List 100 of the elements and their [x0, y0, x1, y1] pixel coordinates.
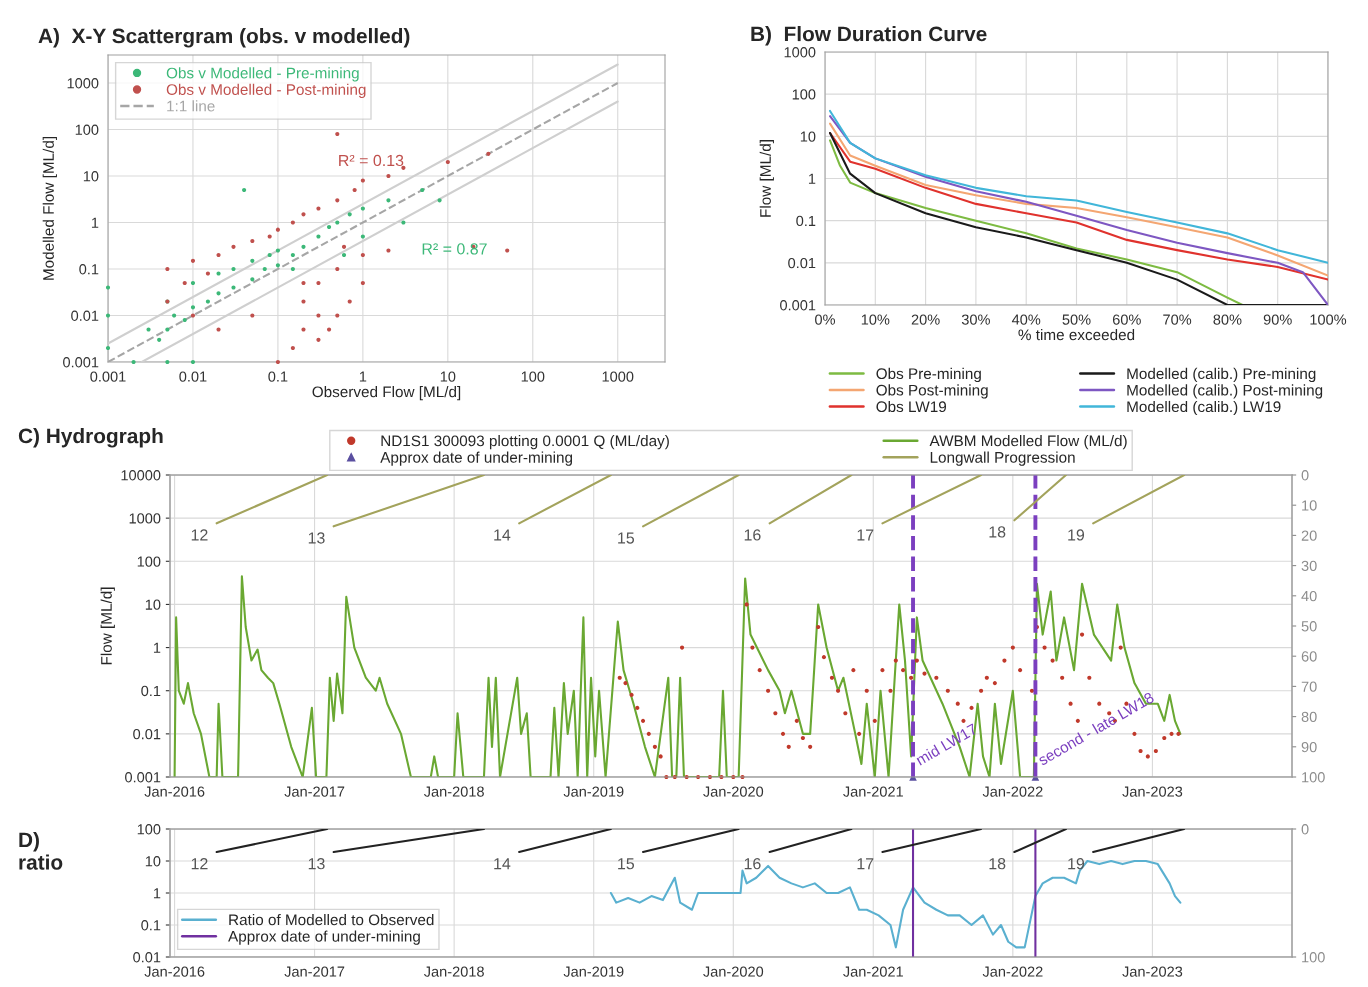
- legend-label: Modelled (calib.) Post-mining: [1127, 384, 1323, 399]
- annotation: R² = 0.13: [339, 154, 404, 167]
- x-tick-label: 10: [440, 371, 456, 382]
- x-tick-label: 40%: [1011, 314, 1041, 325]
- y-tick-label: 1: [153, 642, 161, 653]
- x-tick-label: Jan-2018: [423, 966, 484, 977]
- x-tick-label: Jan-2023: [1122, 786, 1183, 797]
- chart-title: A) X-Y Scattergram (obs. v modelled): [38, 28, 410, 48]
- y-tick-label: 100: [792, 89, 816, 100]
- y-axis-title: Flow [ML/d]: [759, 140, 774, 217]
- y2-tick-label: 60: [1301, 651, 1317, 662]
- y-tick-label: 100: [137, 556, 161, 567]
- x-tick-label: 90%: [1263, 314, 1292, 325]
- annotation: R² = 0.87: [422, 243, 487, 255]
- y2-tick-label: 40: [1301, 590, 1317, 602]
- y-tick-label: 10: [800, 131, 816, 142]
- legend-label: Modelled (calib.) LW19: [1127, 400, 1281, 416]
- legend-label: Approx date of under-mining: [228, 930, 420, 945]
- x-tick-label: 10%: [861, 314, 890, 325]
- x-tick-label: Jan-2020: [703, 966, 764, 977]
- x-tick-label: 70%: [1163, 314, 1192, 325]
- y2-tick-label: 80: [1301, 711, 1317, 723]
- x-axis-title: % time exceeded: [1018, 329, 1135, 341]
- x-tick-label: 1: [359, 371, 367, 382]
- x-tick-label: 0.01: [179, 371, 207, 382]
- x-tick-label: 20%: [911, 314, 940, 325]
- x-tick-label: 0%: [815, 314, 836, 325]
- annotation: 17: [857, 858, 874, 870]
- x-tick-label: Jan-2022: [982, 786, 1043, 797]
- y-tick-label: 1000: [67, 78, 99, 89]
- y2-tick-label: 20: [1301, 530, 1317, 541]
- y-tick-label: 0.01: [788, 257, 816, 269]
- legend-label: Modelled (calib.) Pre-mining: [1127, 367, 1316, 383]
- chart-title: C) Hydrograph: [18, 428, 163, 448]
- annotation: 18: [989, 858, 1006, 870]
- x-axis-title: Observed Flow [ML/d]: [312, 386, 461, 401]
- annotation: 16: [744, 858, 761, 870]
- legend-label: Obs Post-mining: [876, 384, 988, 399]
- y-tick-label: 100: [75, 124, 99, 135]
- annotation: 13: [308, 858, 325, 870]
- annotation: 13: [308, 532, 325, 544]
- annotation: 16: [744, 529, 761, 541]
- x-tick-label: Jan-2021: [843, 786, 903, 797]
- x-tick-label: Jan-2016: [144, 966, 205, 977]
- annotation: 19: [1068, 858, 1085, 870]
- y-tick-label: 0.01: [133, 728, 161, 740]
- legend-label: 1:1 line: [167, 100, 215, 112]
- y-tick-label: 10: [145, 856, 161, 867]
- y2-tick-label: 90: [1301, 741, 1317, 753]
- x-tick-label: Jan-2016: [144, 786, 205, 797]
- x-tick-label: Jan-2023: [1122, 966, 1183, 977]
- x-tick-label: 0.001: [90, 371, 126, 382]
- y-tick-label: 1: [91, 217, 99, 228]
- y-tick-label: 0.1: [141, 920, 161, 931]
- annotation: 12: [191, 529, 208, 541]
- annotation: 14: [494, 529, 511, 541]
- y-tick-label: 0.01: [133, 952, 161, 963]
- y2-tick-label: 30: [1301, 560, 1317, 572]
- chart-title: B) Flow Duration Curve: [751, 26, 987, 46]
- y-axis-title: Modelled Flow [ML/d]: [42, 136, 57, 280]
- y2-tick-label: 100: [1302, 772, 1325, 783]
- y-tick-label: 10: [83, 171, 99, 182]
- x-tick-label: Jan-2018: [423, 786, 484, 797]
- y-tick-label: 100: [137, 824, 161, 835]
- y-tick-label: 10: [145, 599, 161, 610]
- legend-label: Approx date of under-mining: [380, 451, 573, 466]
- y-tick-label: 0.1: [79, 264, 99, 275]
- x-tick-label: 1000: [602, 371, 634, 382]
- legend-label: AWBM Modelled Flow (ML/d): [929, 435, 1127, 450]
- x-tick-label: 100%: [1310, 314, 1347, 325]
- annotation: 14: [494, 858, 511, 870]
- x-tick-label: 0.1: [268, 371, 288, 382]
- annotation: 18: [989, 526, 1006, 538]
- x-tick-label: 100: [521, 371, 545, 382]
- legend-label: Obs Pre-mining: [876, 367, 981, 383]
- x-tick-label: Jan-2019: [563, 966, 624, 977]
- y2-tick-label: 0: [1301, 824, 1309, 835]
- annotation: 12: [191, 858, 208, 870]
- x-tick-label: Jan-2022: [982, 966, 1043, 977]
- line-series: [609, 859, 1182, 949]
- legend-label: ND1S1 300093 plotting 0.0001 Q (ML/day): [381, 435, 669, 450]
- legend-label: Longwall Progression: [930, 451, 1075, 466]
- y2-tick-label: 0: [1301, 470, 1309, 481]
- y2-tick-label: 70: [1301, 681, 1317, 692]
- annotation: 15: [618, 532, 635, 544]
- line-series: [828, 109, 1328, 264]
- y-axis-title: Flow [ML/d]: [100, 587, 115, 665]
- y-tick-label: 0.1: [796, 215, 816, 227]
- y-tick-label: 1: [153, 888, 161, 899]
- x-tick-label: Jan-2020: [703, 786, 764, 797]
- legend-label: Obs v Modelled - Pre-mining: [166, 67, 359, 82]
- x-tick-label: Jan-2021: [843, 966, 903, 977]
- x-tick-label: Jan-2017: [284, 786, 345, 797]
- x-tick-label: 30%: [961, 314, 990, 325]
- y-tick-label: 0.001: [125, 772, 161, 783]
- annotation: 17: [857, 529, 874, 541]
- text: D) ratio: [19, 832, 63, 870]
- annotation: 15: [618, 858, 635, 870]
- y-tick-label: 0.001: [780, 300, 816, 311]
- y-tick-label: 1: [808, 173, 816, 184]
